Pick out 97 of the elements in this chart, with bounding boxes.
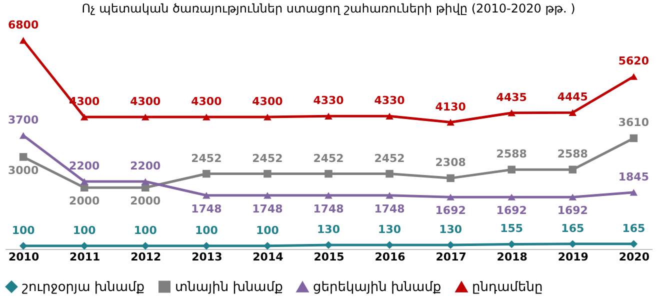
point [19, 153, 28, 161]
data-label: 4445 [557, 90, 588, 104]
point [630, 189, 638, 196]
point [142, 242, 150, 250]
data-label: 4330 [374, 94, 406, 108]
data-label: 2452 [191, 152, 222, 165]
x-tick-label: 2016 [374, 250, 406, 264]
chart-title: Ոչ պետական ծառայություններ ստացող շահառուների թիվը (2010-2020 թթ. ) [82, 1, 576, 16]
x-tick-label: 2017 [436, 250, 466, 264]
point [202, 192, 210, 199]
point [630, 240, 638, 248]
data-label: 2200 [130, 159, 162, 172]
data-label: 100 [12, 224, 36, 237]
data-label: 3000 [8, 164, 39, 177]
data-label: 130 [378, 223, 402, 236]
point [446, 241, 454, 249]
x-tick-label: 2010 [8, 250, 40, 264]
point [568, 194, 577, 200]
point [264, 192, 272, 199]
point [264, 242, 272, 250]
point [630, 73, 638, 80]
data-label: 4435 [496, 90, 527, 104]
data-label: 4300 [191, 95, 222, 108]
x-tick-label: 2018 [496, 250, 528, 264]
point [386, 112, 394, 120]
data-label: 2452 [374, 152, 405, 165]
point [446, 194, 454, 200]
point [202, 242, 210, 250]
data-label: 1692 [435, 204, 466, 218]
point [630, 134, 638, 142]
point [508, 110, 516, 116]
data-label: 3700 [8, 113, 39, 126]
data-label: 6800 [8, 18, 39, 32]
data-label: 100 [256, 224, 280, 237]
x-tick-label: 2019 [558, 250, 588, 264]
data-label: 5620 [618, 54, 650, 68]
data-label: 4130 [435, 100, 466, 114]
legend-label: ցերեկային խնամք [313, 280, 442, 296]
data-label: 1748 [252, 202, 283, 216]
data-label: 2588 [557, 148, 588, 161]
legend-label: ընդամենը [472, 280, 543, 296]
point [19, 36, 28, 44]
point [264, 170, 272, 178]
point [142, 178, 150, 185]
data-label: 4300 [252, 95, 284, 108]
point [508, 194, 516, 200]
data-label: 165 [622, 222, 646, 235]
x-tick-label: 2011 [70, 250, 100, 264]
data-label: 2000 [130, 194, 162, 208]
data-label: 1748 [374, 202, 405, 216]
data-label: 1748 [191, 202, 222, 216]
data-label: 3610 [618, 116, 650, 130]
point [19, 242, 28, 250]
x-tick-label: 2013 [192, 250, 222, 264]
data-label: 2200 [69, 159, 100, 172]
x-tick-label: 2014 [252, 250, 284, 264]
x-tick-label: 2015 [314, 250, 344, 264]
point [142, 114, 150, 120]
data-label: 100 [134, 224, 158, 237]
data-label: 1692 [496, 204, 527, 218]
data-label: 155 [500, 222, 524, 236]
point [386, 241, 394, 249]
point [446, 118, 454, 126]
point [202, 170, 210, 178]
point [386, 170, 394, 178]
data-label: 100 [194, 224, 218, 237]
point [508, 166, 516, 174]
point [568, 109, 577, 116]
data-label: 1845 [618, 170, 649, 184]
point [80, 114, 88, 120]
data-label: 4300 [130, 95, 162, 108]
data-label: 2588 [496, 148, 527, 161]
data-label: 100 [72, 224, 96, 237]
data-label: 165 [561, 222, 584, 235]
data-label: 2452 [252, 152, 283, 165]
point [568, 166, 577, 174]
x-tick-label: 2020 [618, 250, 650, 264]
legend-label: տնային խնամք [175, 280, 283, 295]
x-tick-label: 2012 [130, 250, 162, 264]
point [324, 112, 332, 120]
data-label: 130 [439, 223, 462, 236]
data-label: 1748 [313, 202, 344, 216]
data-label: 2452 [313, 152, 344, 165]
legend-label: շուրջօրյա խնամք [22, 280, 145, 295]
point [202, 114, 210, 120]
point [80, 178, 88, 185]
point [324, 241, 332, 249]
data-label: 1692 [557, 204, 588, 218]
point [324, 170, 332, 178]
data-label: 4330 [313, 94, 344, 108]
point [264, 114, 272, 120]
point [324, 192, 332, 199]
point [446, 174, 454, 182]
data-label: 2000 [69, 194, 100, 208]
point [386, 192, 394, 199]
data-label: 2308 [435, 156, 466, 170]
data-label: 130 [317, 223, 340, 236]
